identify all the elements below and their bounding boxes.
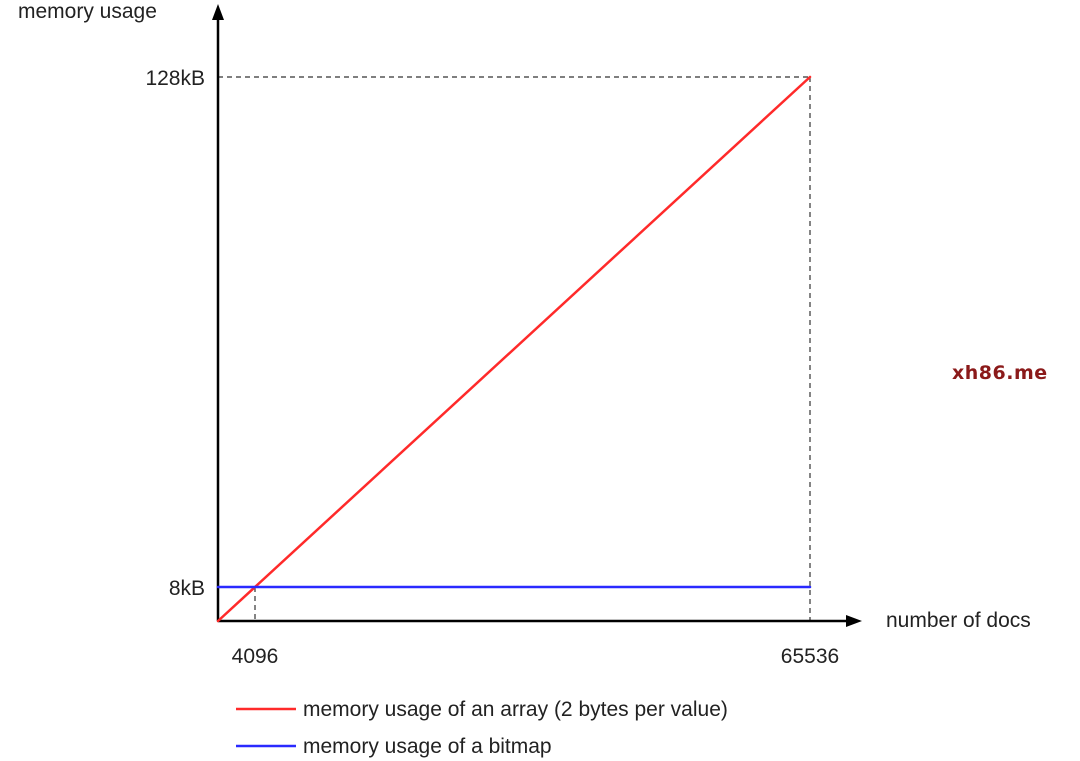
legend: memory usage of an array (2 bytes per va…	[236, 698, 728, 758]
y-tick-label-2: 128kB	[145, 67, 205, 90]
axes: memory usage number of docs	[18, 0, 1031, 632]
legend-label-2: memory usage of a bitmap	[303, 735, 552, 758]
series-layer	[216, 75, 812, 623]
x-axis-label: number of docs	[886, 609, 1031, 632]
legend-label-1: memory usage of an array (2 bytes per va…	[303, 698, 728, 721]
series-line-1	[216, 75, 812, 623]
y-axis-arrow	[212, 4, 224, 20]
x-tick-label-1: 4096	[232, 645, 279, 668]
x-tick-label-2: 65536	[781, 645, 839, 668]
x-axis-arrow	[846, 615, 862, 627]
watermark: xh86.me	[952, 362, 1048, 384]
y-tick-label-1: 8kB	[169, 577, 205, 600]
y-axis-label: memory usage	[18, 0, 157, 23]
dashed-guide-lines	[218, 76, 811, 621]
tick-labels: 4096 65536 8kB 128kB	[145, 67, 839, 668]
